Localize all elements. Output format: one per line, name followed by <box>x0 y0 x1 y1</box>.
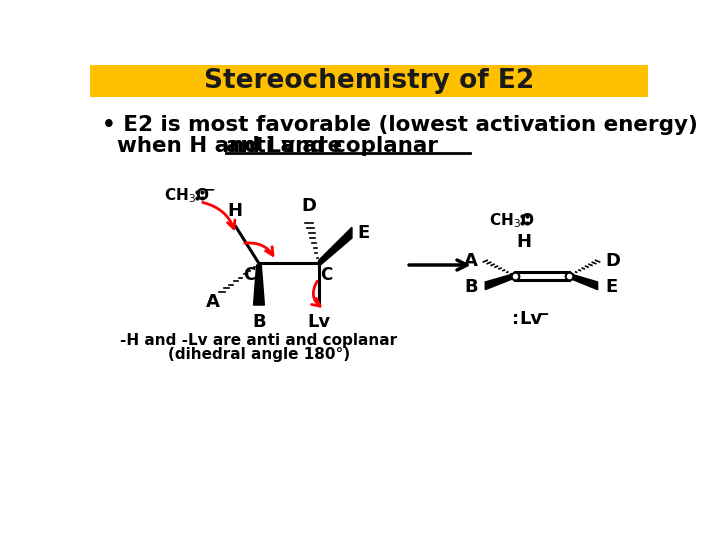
FancyBboxPatch shape <box>90 65 648 97</box>
Text: Lv: Lv <box>519 309 542 328</box>
Text: −: − <box>204 183 215 197</box>
Text: Lv: Lv <box>307 313 330 330</box>
Polygon shape <box>319 227 352 267</box>
Text: −: − <box>536 307 549 322</box>
Text: • E2 is most favorable (lowest activation energy): • E2 is most favorable (lowest activatio… <box>102 115 698 135</box>
Text: -H and -Lv are anti and coplanar: -H and -Lv are anti and coplanar <box>120 333 397 348</box>
Text: D: D <box>606 252 621 270</box>
Text: A: A <box>205 294 220 312</box>
Text: :: : <box>513 309 520 328</box>
Text: A: A <box>464 252 477 270</box>
Text: Stereochemistry of E2: Stereochemistry of E2 <box>204 68 534 94</box>
Polygon shape <box>253 265 264 305</box>
Text: D: D <box>301 197 316 215</box>
Text: CH$_3$O: CH$_3$O <box>163 186 210 205</box>
Text: when H and Lv are: when H and Lv are <box>102 136 349 156</box>
Text: C: C <box>243 266 256 284</box>
Text: anti and coplanar: anti and coplanar <box>226 136 438 156</box>
Text: C: C <box>320 266 333 284</box>
Text: B: B <box>464 278 477 296</box>
Text: E: E <box>606 278 618 296</box>
Text: CH$_3$O: CH$_3$O <box>489 211 535 230</box>
Polygon shape <box>569 273 598 289</box>
Polygon shape <box>485 273 515 289</box>
Text: (dihedral angle 180°): (dihedral angle 180°) <box>168 347 350 362</box>
Text: H: H <box>516 233 531 251</box>
Text: B: B <box>252 313 266 330</box>
Text: H: H <box>228 201 243 220</box>
Text: E: E <box>357 224 369 242</box>
